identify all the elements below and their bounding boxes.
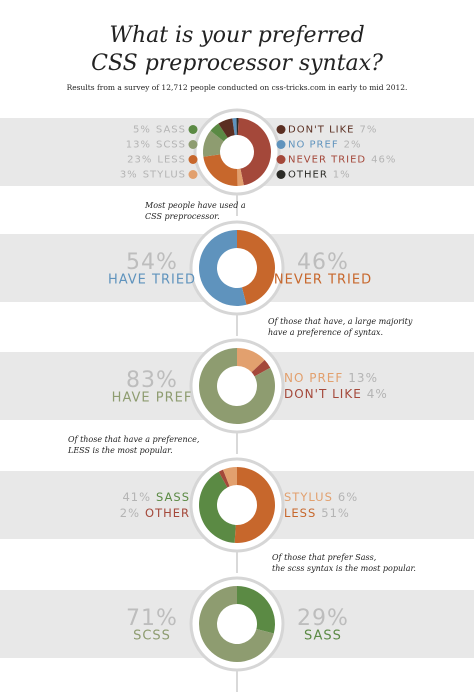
donut-segment [218,118,235,138]
value-label: 13% [126,140,151,151]
donut-chart: 5% SASS 13% SCSS 23% LESS 3% STYLUS DON'T LIKE 7%… [120,108,396,216]
legend-entry: 5% SASS [133,125,186,136]
legend-swatch [276,140,286,149]
donut-segment [237,118,271,186]
category-label: DON'T LIKE [284,387,362,401]
donut-segment [203,130,224,157]
donut-segment [232,118,237,136]
category-label: NO PREF [288,140,339,151]
legend-entry: NO PREF 2% [288,140,361,151]
annotation: CSS preprocessor. [145,212,220,221]
category-label: SCSS [133,629,171,644]
value-label: 4% [367,387,388,401]
annotation: the scss syntax is the most popular. [272,564,416,573]
annotation: Most people have used a [144,201,246,210]
legend-swatch [276,125,286,134]
value-label: 23% [127,155,152,166]
donut-segment [223,467,237,487]
value-label: 1% [333,170,351,181]
annotation: Of those that have a preference, [68,435,199,444]
category-label: STYLUS [143,170,186,181]
donut-segment [251,359,271,377]
legend-entry: NEVER TRIED 46% [288,155,396,166]
subtitle: Results from a survey of 12,712 people c… [67,83,408,92]
category-label: SASS [304,629,342,644]
value-label: 5% [133,125,151,136]
category-label: HAVE PREF [112,391,193,406]
value-label: 6% [338,490,358,504]
donut-chart: 41% SASS 2% OTHER STYLUS 6% LESS 51% [120,457,358,573]
legend-swatch [188,170,198,179]
title-line: CSS preprocessor syntax? [91,51,383,76]
value-label: 2% [120,506,140,520]
donut-segment [237,348,265,373]
legend-entry: 23% LESS [127,155,186,166]
donut-segment [237,168,244,186]
value-label: 71% [126,606,178,631]
annotation: have a preference of syntax. [268,328,383,337]
donut-segment [199,586,274,663]
category-label: NEVER TRIED [274,273,372,288]
legend-entry: DON'T LIKE 7% [288,125,377,136]
donut-segment [237,230,275,305]
category-label: OTHER [145,506,190,520]
donut-chart: 54%HAVE TRIED 46%NEVER TRIED [108,220,372,336]
category-label: SCSS [156,140,186,151]
donut-segment [199,471,236,543]
category-label: OTHER [288,170,328,181]
category-label: SASS [156,490,190,504]
charts: 5% SASS 13% SCSS 23% LESS 3% STYLUS DON'T LIKE 7%… [67,108,416,692]
category-label: NEVER TRIED [288,155,366,166]
category-label: LESS [284,506,316,520]
legend-swatch [276,155,286,164]
category-label: HAVE TRIED [108,273,196,288]
legend-entry: 13% SCSS [126,140,186,151]
legend-entry: LESS 51% [284,506,350,520]
legend-entry: OTHER 1% [288,170,351,181]
category-label: NO PREF [284,371,343,385]
value-label: 41% [122,490,151,504]
donut-segment [198,230,247,306]
legend-swatch [276,170,286,179]
donut-segment [210,123,228,142]
annotation: Of those that prefer Sass, [272,553,376,562]
value-label: 46% [371,155,396,166]
annotation: LESS is the most popular. [67,446,173,455]
value-label: 7% [359,125,377,136]
category-label: STYLUS [284,490,333,504]
legend-entry: DON'T LIKE 4% [284,387,388,401]
legend-entry: NO PREF 13% [284,371,378,385]
donut-segment [236,117,239,136]
annotation: Of those that have, a large majority [268,317,413,326]
category-label: DON'T LIKE [288,125,354,136]
legend-swatch [188,140,198,149]
donut-segment [234,467,276,543]
value-label: 3% [120,170,138,181]
donut-segment [237,586,275,634]
legend-entry: 41% SASS [122,490,190,504]
value-label: 51% [321,506,350,520]
category-label: SASS [156,125,186,136]
donut-segment [218,469,230,488]
legend-entry: STYLUS 6% [284,490,358,504]
legend-swatch [188,155,198,164]
legend-entry: 3% STYLUS [120,170,186,181]
value-label: 46% [297,250,349,275]
donut-chart: 71%SCSS 29%SASS [126,576,349,692]
donut-chart: 83%HAVE PREF NO PREF 13% DON'T LIKE 4% [112,338,388,454]
value-label: 83% [126,368,178,393]
value-label: 54% [126,250,178,275]
legend-swatch [188,125,198,134]
title-line: What is your preferred [109,23,364,48]
value-label: 13% [348,371,378,385]
legend-entry: 2% OTHER [120,506,190,520]
category-label: LESS [157,155,186,166]
donut-segment [199,348,276,424]
value-label: 29% [297,606,349,631]
donut-segment [203,154,238,186]
value-label: 2% [344,140,362,151]
